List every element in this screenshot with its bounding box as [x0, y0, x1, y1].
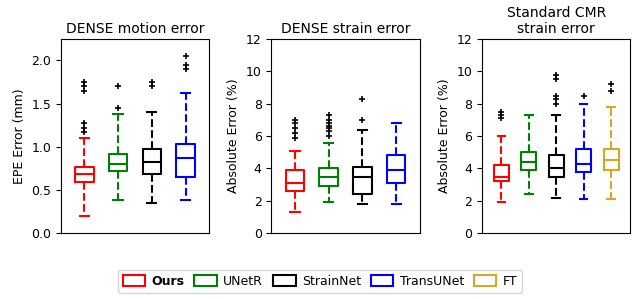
Y-axis label: Absolute Error (%): Absolute Error (%): [227, 79, 240, 193]
Y-axis label: EPE Error (mm): EPE Error (mm): [13, 88, 26, 184]
Legend: Ours, UNetR, StrainNet, TransUNet, FT: Ours, UNetR, StrainNet, TransUNet, FT: [118, 270, 522, 293]
Title: Standard CMR
strain error: Standard CMR strain error: [507, 6, 606, 36]
Y-axis label: Absolute Error (%): Absolute Error (%): [438, 79, 451, 193]
Title: DENSE strain error: DENSE strain error: [281, 22, 410, 36]
Title: DENSE motion error: DENSE motion error: [66, 22, 204, 36]
